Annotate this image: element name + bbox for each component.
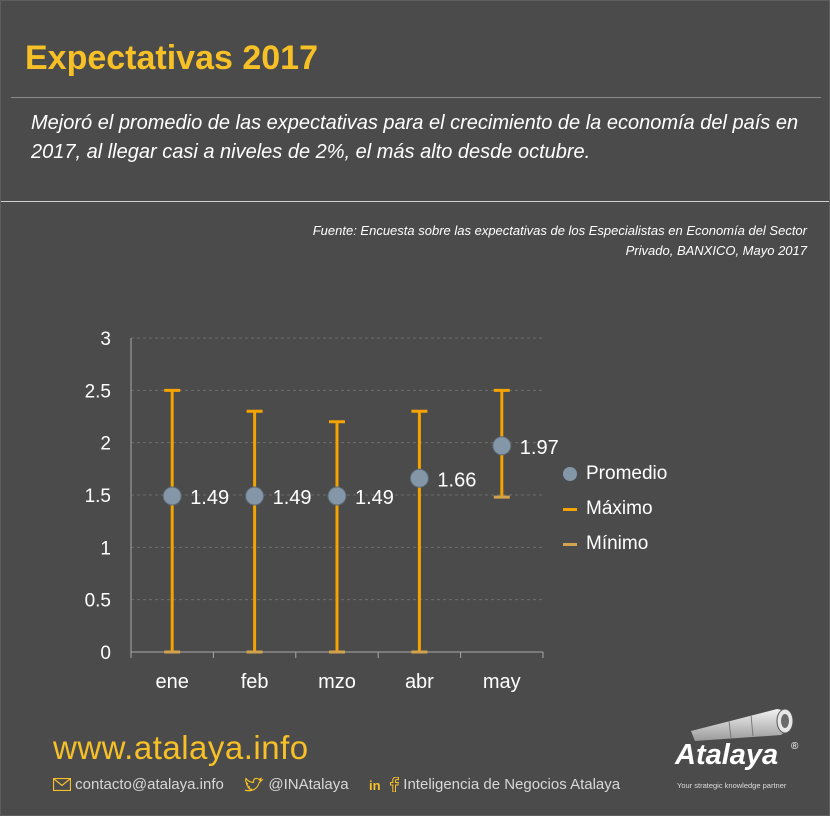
y-tick-label: 1.5 [85, 486, 111, 507]
atalaya-logo: Atalaya ® Your strategic knowledge partn… [669, 701, 809, 796]
data-label: 1.49 [190, 487, 229, 509]
legend-marker [563, 508, 577, 511]
y-tick-label: 2.5 [85, 381, 111, 402]
x-tick-label: ene [156, 671, 189, 693]
social-name[interactable]: Inteligencia de Negocios Atalaya [403, 775, 621, 793]
data-label: 1.97 [520, 437, 559, 459]
average-point [162, 486, 182, 506]
divider [11, 97, 821, 98]
telescope-icon [691, 708, 794, 741]
registered-mark: ® [791, 741, 799, 752]
legend-marker [563, 543, 577, 546]
website-link[interactable]: www.atalaya.info [53, 729, 309, 766]
svg-text:in: in [369, 778, 381, 792]
legend-label: Mínimo [586, 533, 649, 554]
legend-label: Promedio [586, 463, 668, 484]
twitter-handle[interactable]: @INAtalaya [268, 775, 349, 793]
linkedin-icon: in [369, 776, 385, 793]
data-label: 1.49 [273, 487, 312, 509]
average-point [327, 486, 347, 506]
x-tick-label: feb [241, 671, 269, 693]
average-point [409, 468, 429, 488]
legend-item-promedio: Promedio [563, 459, 667, 494]
legend-item-maximo: Máximo [563, 494, 667, 529]
y-tick-label: 2 [100, 434, 111, 455]
envelope-icon [52, 776, 72, 793]
x-tick-label: may [483, 671, 521, 693]
legend-item-minimo: Mínimo [563, 529, 667, 564]
page-title: Expectativas 2017 [25, 39, 318, 77]
x-tick-label: abr [405, 671, 434, 693]
y-tick-label: 1 [100, 538, 111, 559]
data-label: 1.49 [355, 487, 394, 509]
data-label: 1.66 [437, 469, 476, 491]
facebook-icon [389, 776, 400, 793]
legend-label: Máximo [586, 498, 653, 519]
y-tick-label: 0.5 [85, 591, 111, 612]
subtitle: Mejoró el promedio de las expectativas p… [31, 112, 799, 163]
legend: Promedio Máximo Mínimo [563, 459, 667, 564]
contact-bar: contacto@atalaya.info @INAtalaya in Inte… [52, 775, 621, 793]
y-tick-label: 0 [100, 643, 111, 664]
logo-tagline: Your strategic knowledge partner [677, 781, 787, 790]
legend-marker [563, 467, 577, 481]
source-note: Fuente: Encuesta sobre las expectativas … [312, 223, 807, 258]
x-tick-label: mzo [318, 671, 356, 693]
average-point [245, 486, 265, 506]
chart: 0 0.5 1 1.5 2 2.5 3 1.49 ene 1.49 feb 1.49 mzo 1.66 ab… [85, 329, 559, 693]
twitter-icon [244, 776, 264, 793]
email-link[interactable]: contacto@atalaya.info [75, 775, 224, 793]
y-tick-label: 3 [100, 329, 111, 350]
average-point [492, 436, 512, 456]
divider [1, 201, 829, 202]
logo-name: Atalaya [675, 739, 779, 771]
